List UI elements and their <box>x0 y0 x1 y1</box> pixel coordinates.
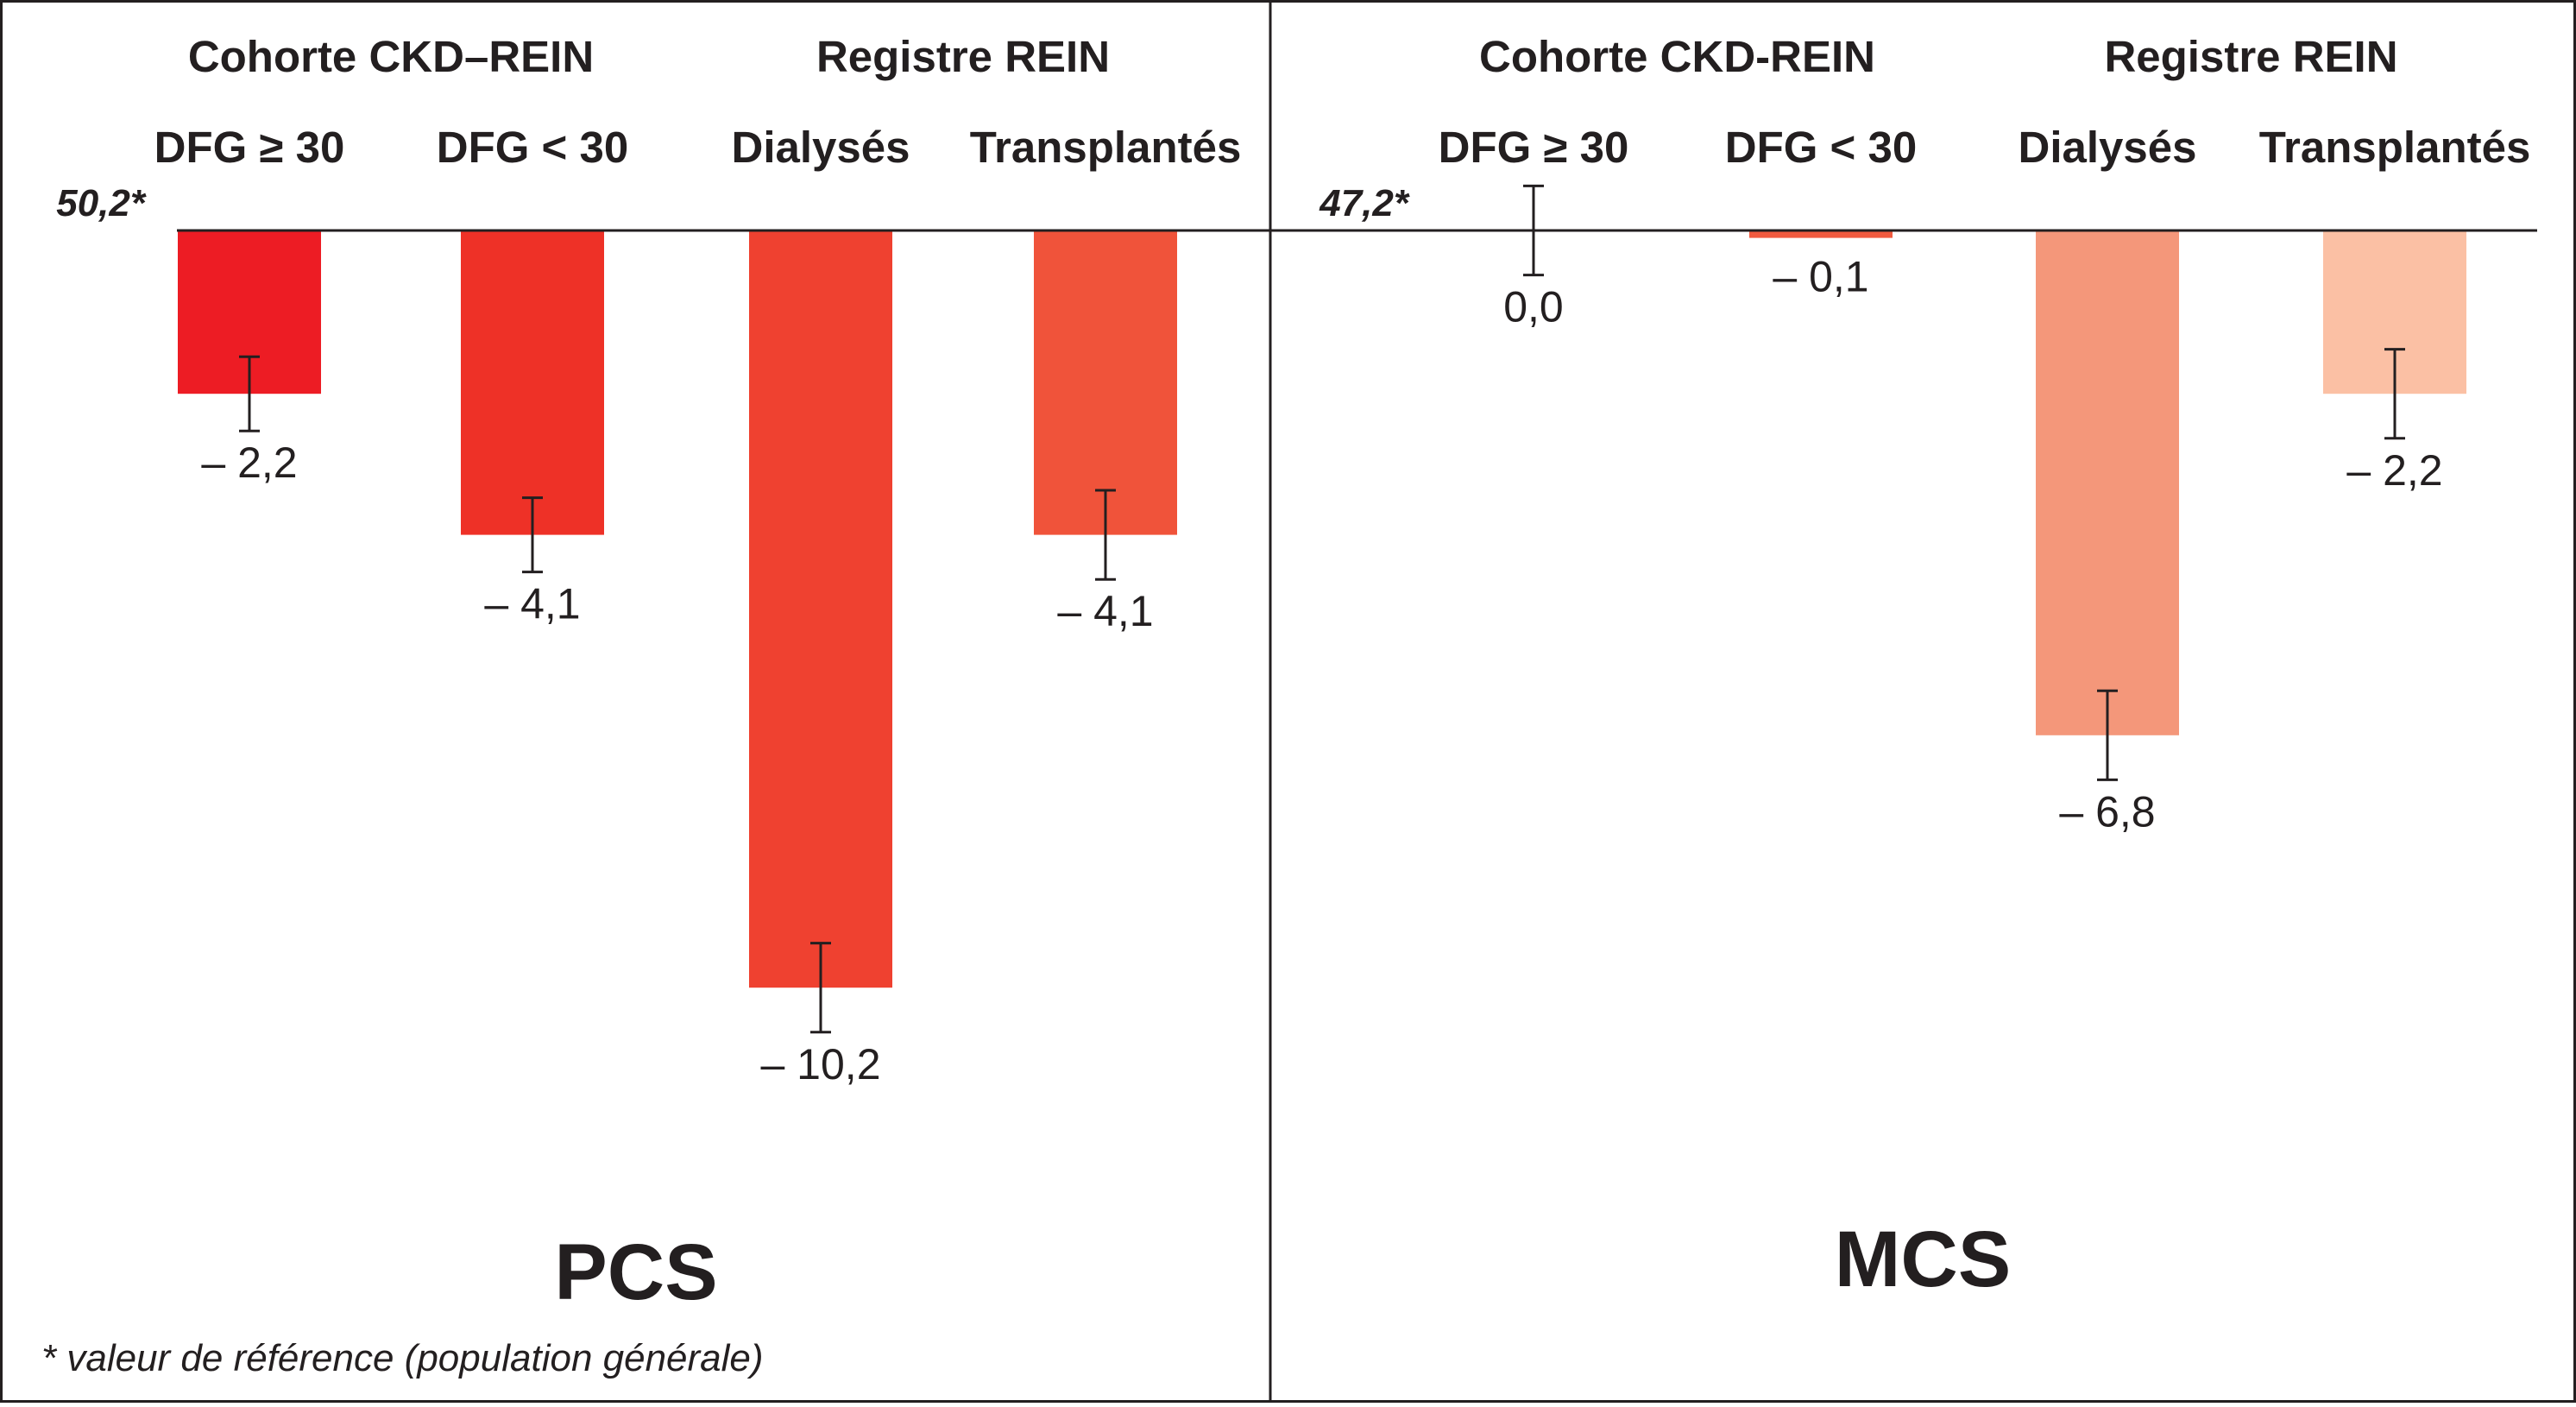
mcs-value-label: – 6,8 <box>2059 787 2155 836</box>
pcs-category-label: Transplantés <box>970 123 1242 172</box>
pcs-value-label: – 2,2 <box>201 439 297 487</box>
pcs-bar <box>749 230 892 988</box>
mcs-category-label: DFG < 30 <box>1725 123 1918 172</box>
pcs-value-label: – 4,1 <box>484 580 580 628</box>
mcs-category-label: Dialysés <box>2019 123 2197 172</box>
pcs-bar <box>461 230 604 535</box>
pcs-group-label: Registre REIN <box>816 32 1110 81</box>
pcs-reference-label: 50,2* <box>56 182 147 224</box>
mcs-group-label: Registre REIN <box>2104 32 2397 81</box>
mcs-group-label: Cohorte CKD-REIN <box>1479 32 1875 81</box>
pcs-value-label: – 10,2 <box>760 1040 880 1088</box>
footnote: * valeur de référence (population généra… <box>41 1337 764 1379</box>
mcs-category-label: Transplantés <box>2259 123 2531 172</box>
pcs-group-label: Cohorte CKD–REIN <box>188 32 594 81</box>
pcs-category-label: Dialysés <box>732 123 910 172</box>
mcs-value-label: – 2,2 <box>2346 446 2442 495</box>
mcs-value-label: 0,0 <box>1503 283 1564 331</box>
mcs-bar <box>1749 230 1893 238</box>
pcs-value-label: – 4,1 <box>1057 587 1153 635</box>
mcs-bar <box>2036 230 2179 735</box>
pcs-bar <box>1034 230 1177 535</box>
mcs-reference-label: 47,2* <box>1319 182 1410 224</box>
pcs-category-label: DFG ≥ 30 <box>154 123 345 172</box>
pcs-category-label: DFG < 30 <box>437 123 629 172</box>
mcs-category-label: DFG ≥ 30 <box>1439 123 1629 172</box>
pcs-panel-title: PCS <box>554 1228 717 1316</box>
mcs-panel-title: MCS <box>1835 1215 2011 1303</box>
mcs-value-label: – 0,1 <box>1773 253 1868 301</box>
